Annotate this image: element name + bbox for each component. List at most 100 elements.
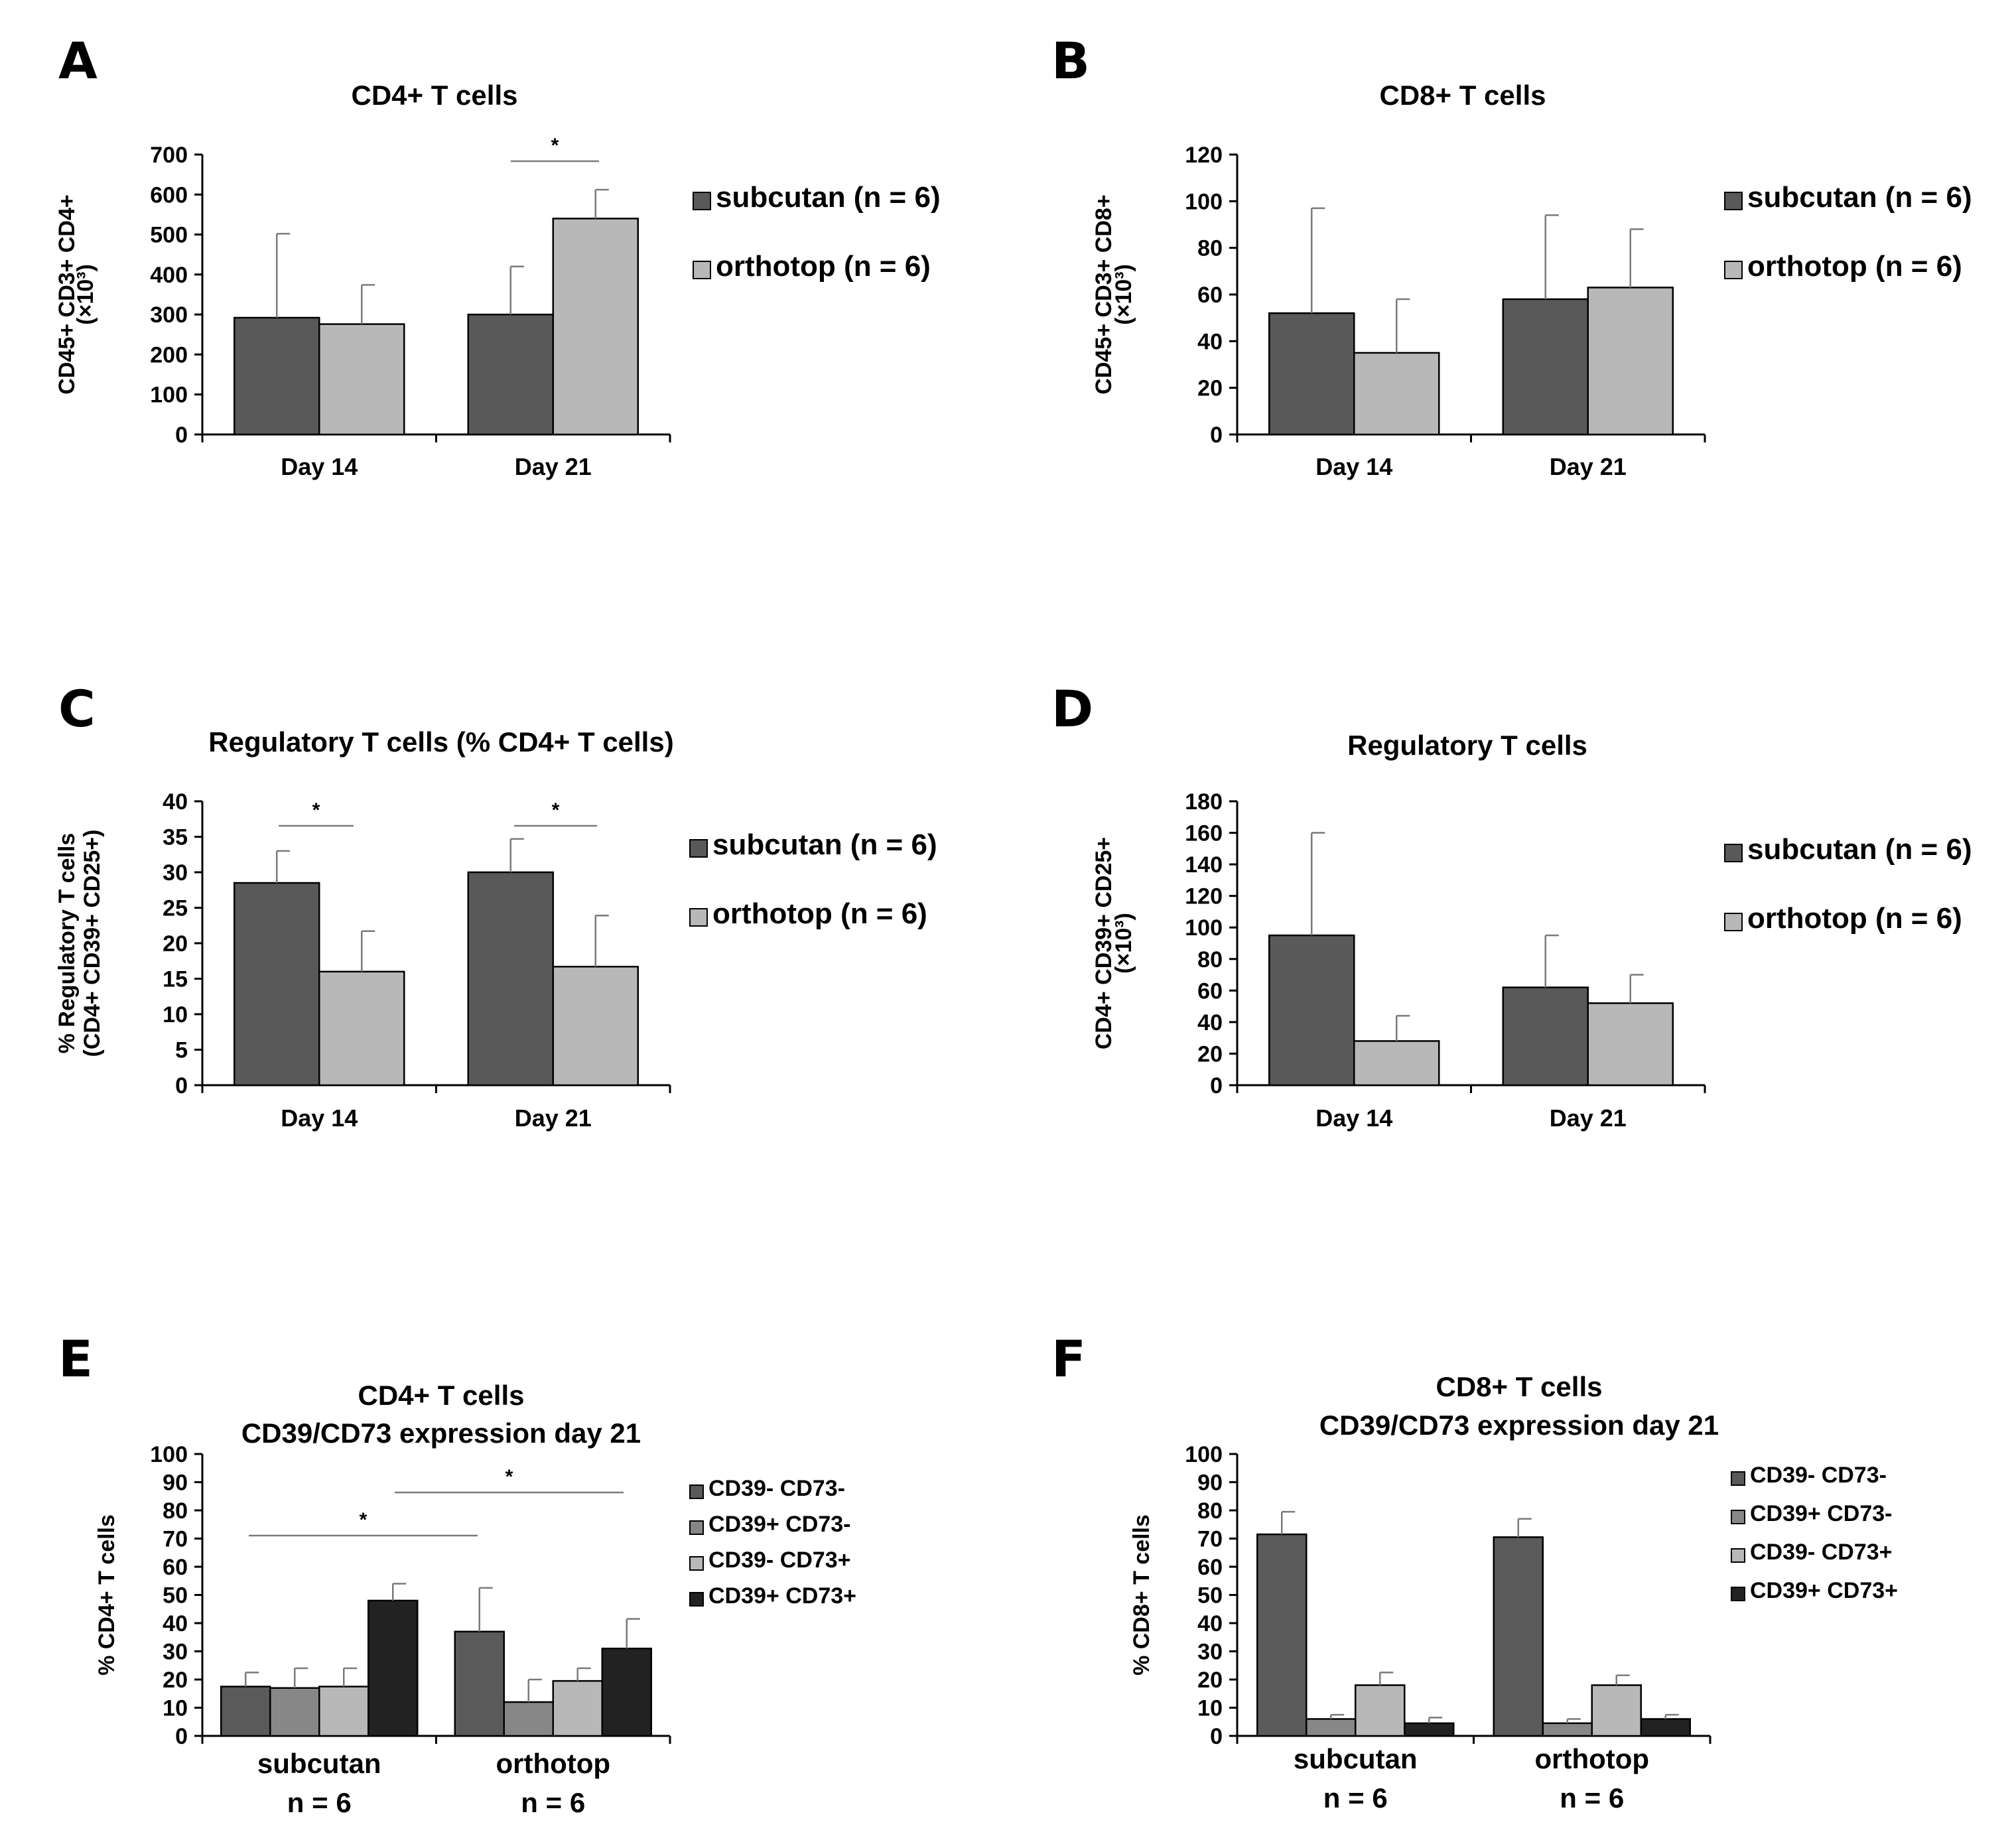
y-tick-label: 10 [1197, 1696, 1223, 1721]
y-tick-label: 60 [1197, 978, 1223, 1004]
legend-label: orthotop (n = 6) [716, 250, 931, 283]
x-category-label: Day 14 [281, 1104, 358, 1132]
bar-cd39-cd73--1 [1591, 1684, 1642, 1737]
bar-cd39-cd73--0 [1355, 1684, 1406, 1737]
legend-label: CD39- CD73- [708, 1476, 845, 1501]
chart-title: CD8+ T cells [1380, 80, 1546, 111]
y-tick-label: 10 [163, 1002, 188, 1027]
y-tick-label: 80 [1197, 947, 1223, 972]
legend-label: subcutan (n = 6) [1747, 833, 1972, 866]
y-tick-label: 300 [150, 302, 188, 328]
y-tick-label: 20 [1197, 376, 1223, 401]
legend-swatch [693, 192, 711, 210]
y-tick-label: 40 [163, 789, 188, 815]
y-axis-label-unit: (CD4+ CD39+ CD25+) [80, 830, 105, 1057]
legend-swatch [1731, 1548, 1745, 1563]
y-tick-label: 180 [1185, 789, 1223, 815]
legend-label: subcutan (n = 6) [1747, 181, 1972, 214]
legend-label: orthotop (n = 6) [1747, 250, 1962, 283]
y-tick-label: 90 [1197, 1471, 1223, 1496]
y-tick-label: 0 [175, 423, 188, 448]
y-tick-label: 50 [163, 1583, 188, 1609]
x-category-sublabel: n = 6 [1323, 1782, 1388, 1814]
legend-swatch [1724, 913, 1743, 931]
significance-star: * [312, 799, 320, 821]
y-tick-label: 160 [1185, 821, 1223, 846]
y-tick-label: 60 [1197, 283, 1223, 308]
chart-title: CD4+ T cells [358, 1380, 525, 1411]
y-axis-label: % Regulatory T cells [54, 833, 80, 1054]
bar-cd39-cd73--1 [1640, 1718, 1691, 1737]
bar-cd39-cd73--0 [1256, 1533, 1308, 1737]
y-tick-label: 5 [175, 1038, 188, 1063]
significance-star: * [552, 799, 560, 821]
significance-star: * [505, 1466, 513, 1488]
legend-swatch [1731, 1510, 1745, 1524]
bar-subcutan-n-6--0 [1268, 934, 1355, 1087]
bar-subcutan-n-6--0 [234, 882, 320, 1087]
legend-swatch [1731, 1587, 1745, 1601]
y-tick-label: 200 [150, 342, 188, 367]
bar-orthotop-n-6--0 [318, 323, 405, 436]
chart-panel-d: D Regulatory T cells CD4+ CD39+ CD25+(×10³… [1051, 679, 1972, 1132]
y-axis-label-unit: (×10³) [73, 264, 98, 325]
bar-cd39-cd73--0 [1404, 1722, 1455, 1737]
x-category-sublabel: n = 6 [1560, 1782, 1624, 1814]
legend-swatch [689, 1592, 704, 1607]
y-tick-label: 35 [163, 825, 188, 850]
y-tick-label: 40 [163, 1611, 188, 1636]
chart-panel-c: C Regulatory T cells (% CD4+ T cells) % Re… [54, 679, 937, 1132]
y-tick-label: 100 [1185, 189, 1223, 214]
y-tick-label: 80 [1197, 236, 1223, 261]
y-axis-label: % CD4+ T cells [94, 1514, 119, 1676]
legend-swatch [1724, 192, 1743, 210]
legend-label: CD39- CD73+ [708, 1548, 850, 1573]
y-tick-label: 20 [163, 931, 188, 957]
bar-cd39-cd73--0 [269, 1687, 320, 1737]
x-category-label: orthotop [1534, 1743, 1649, 1774]
y-tick-label: 100 [1185, 915, 1223, 941]
y-tick-label: 40 [1197, 1611, 1223, 1636]
x-category-label: subcutan [1294, 1743, 1418, 1774]
y-tick-label: 100 [150, 383, 188, 408]
y-tick-label: 600 [150, 182, 188, 208]
bar-orthotop-n-6--0 [1353, 1040, 1440, 1087]
bar-cd39-cd73--0 [368, 1599, 419, 1737]
legend-swatch [689, 839, 708, 858]
chart-title: Regulatory T cells (% CD4+ T cells) [208, 726, 673, 758]
y-tick-label: 70 [1197, 1527, 1223, 1552]
y-axis-label-unit: (×10³) [1111, 913, 1136, 974]
x-category-label: Day 21 [515, 1104, 592, 1132]
significance-star: * [360, 1509, 368, 1531]
y-tick-label: 20 [1197, 1668, 1223, 1693]
y-tick-label: 90 [163, 1471, 188, 1496]
y-tick-label: 80 [1197, 1498, 1223, 1524]
bar-cd39-cd73--1 [601, 1648, 652, 1737]
bar-cd39-cd73--1 [552, 1680, 603, 1737]
y-tick-label: 10 [163, 1696, 188, 1721]
legend-swatch [689, 908, 708, 927]
bar-subcutan-n-6--1 [467, 313, 554, 436]
chart-title: CD8+ T cells [1436, 1371, 1603, 1402]
legend-swatch [689, 1520, 704, 1535]
panel-letter: D [1051, 679, 1093, 738]
bar-subcutan-n-6--0 [234, 316, 320, 436]
chart-panel-e: E CD4+ T cells CD39/CD73 expression day 21… [58, 1329, 856, 1818]
legend-label: CD39+ CD73+ [708, 1583, 856, 1609]
y-tick-label: 0 [1210, 1073, 1223, 1098]
y-tick-label: 15 [163, 967, 188, 992]
bar-cd39-cd73--0 [318, 1685, 369, 1737]
legend-swatch [689, 1556, 704, 1571]
y-tick-label: 60 [1197, 1555, 1223, 1580]
legend-label: subcutan (n = 6) [716, 181, 941, 214]
legend-label: orthotop (n = 6) [1747, 902, 1962, 935]
panel-letter: B [1051, 31, 1090, 90]
y-tick-label: 30 [163, 860, 188, 886]
bar-cd39-cd73--1 [454, 1630, 505, 1737]
panel-letter: C [58, 679, 96, 738]
legend-label: CD39- CD73- [1750, 1463, 1887, 1488]
y-tick-label: 100 [1185, 1442, 1223, 1467]
legend-label: CD39+ CD73- [1750, 1501, 1892, 1526]
y-tick-label: 0 [1210, 1724, 1223, 1749]
